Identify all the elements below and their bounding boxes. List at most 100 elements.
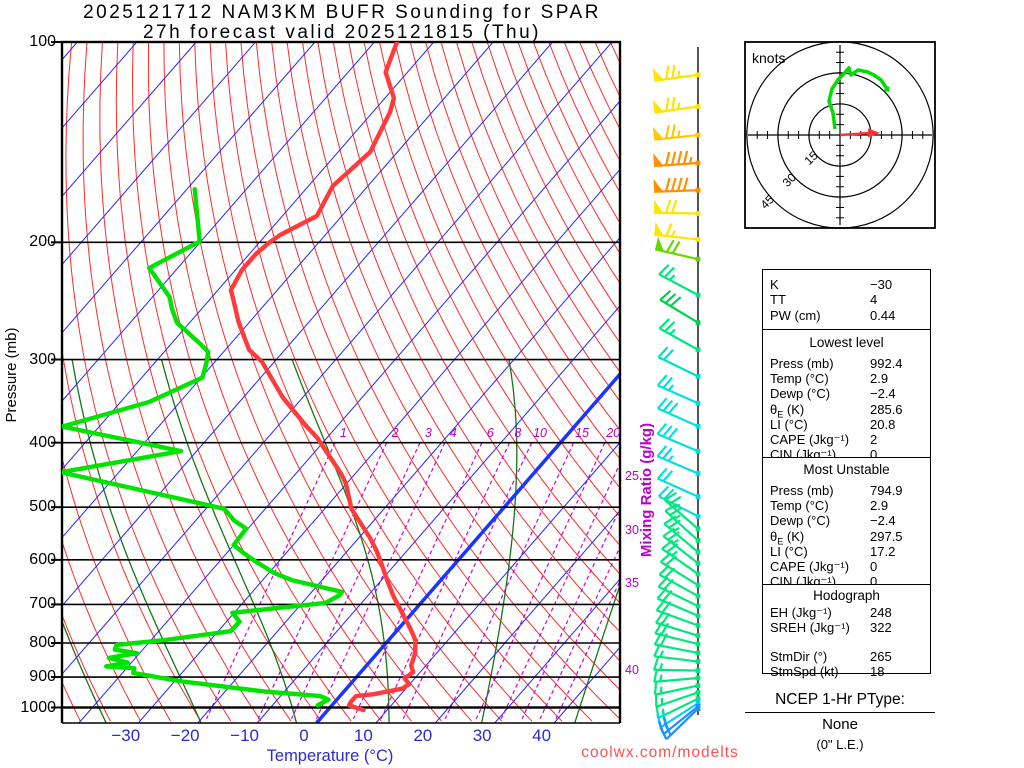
stat-label: LI (°C) (770, 416, 808, 432)
wind-barb-shaft (665, 707, 699, 741)
isotherm-line (62, 42, 197, 197)
wind-barb-half (677, 102, 681, 110)
pressure-tick-label: 700 (29, 595, 56, 613)
isotherm-line (62, 42, 435, 471)
isotherm-line (62, 42, 553, 607)
wind-barb-shaft (663, 522, 699, 553)
stat-value: 285.6 (870, 401, 903, 417)
page-title-line2: 27h forecast valid 2025121815 (Thu) (142, 22, 542, 43)
stat-label: StmSpd (kt) (770, 664, 839, 680)
stat-value: 2.9 (870, 498, 889, 514)
wind-barb-full (671, 64, 676, 79)
wind-barb-half (673, 514, 681, 520)
wind-barb-full (658, 318, 671, 330)
stats-table-2: Most Unstable Press (mb) 794.9 Temp (°C) 2.9… (762, 457, 931, 590)
pressure-tick-label: 100 (29, 33, 56, 50)
wind-barb-shaft (654, 233, 699, 241)
wind-barb-half (659, 650, 665, 658)
wind-barb-full (665, 65, 670, 80)
storm-motion-arrowhead (868, 128, 881, 138)
wind-barb-full (661, 600, 672, 614)
stat-label: PW (cm) (770, 307, 821, 323)
wind-barb-full (660, 622, 670, 636)
temp-tick-label: −30 (111, 726, 141, 745)
wind-barb-half (688, 156, 693, 164)
wind-barb-full (664, 177, 671, 192)
wind-barb-station (695, 696, 701, 702)
mixing-ratio-right-label: 40 (625, 663, 639, 677)
wind-barb-full (664, 503, 678, 512)
mixing-ratio-tick-label: 20 (605, 426, 620, 440)
wind-barb-shaft (658, 327, 699, 351)
wind-barb-shaft (658, 273, 699, 297)
wind-barb-half (659, 674, 663, 682)
stat-value: 0 (870, 574, 878, 590)
wind-barb-flag (652, 68, 664, 81)
isotherm-line (62, 42, 316, 334)
dry-adiabat-line (348, 42, 620, 575)
wind-barb-station (695, 571, 701, 577)
wind-barb-full (664, 199, 672, 214)
dry-adiabat-line (240, 42, 563, 722)
isotherm-line (434, 509, 620, 723)
pressure-tick-label: 500 (29, 498, 56, 516)
wind-barb-full (663, 722, 672, 736)
wind-barb-full (659, 726, 668, 740)
stat-value: 265 (870, 649, 892, 665)
mixing-ratio-tick-label: 3 (425, 426, 432, 440)
stat-value: 0.44 (870, 307, 896, 323)
wind-barb-full (655, 598, 666, 612)
mixing-ratio-tick-label: 15 (575, 426, 589, 440)
temp-tick-label: 0 (299, 726, 309, 745)
mixing-ratio-tick-label: 10 (533, 426, 547, 440)
stat-label: Dewp (°C) (770, 386, 831, 402)
wind-barb-full (670, 177, 677, 192)
ptype-value: None (822, 716, 858, 733)
wind-barb-half (658, 663, 664, 671)
dry-adiabat-line (363, 42, 620, 547)
wind-barb-full (676, 150, 683, 165)
stat-value: 2 (870, 432, 878, 447)
wind-barb-flag (653, 153, 664, 167)
wind-barb-shaft (654, 105, 699, 114)
wind-barb-full (663, 488, 675, 500)
stat-value: 794.9 (870, 483, 903, 498)
stat-row: LI (°C) 20.8 (763, 417, 930, 432)
isotherm-zero-line (315, 371, 620, 723)
wind-barb-half (668, 274, 676, 281)
wind-barb-full (665, 124, 670, 139)
watermark-link[interactable]: coolwx.com/modelts (581, 744, 739, 761)
wind-barb-full (665, 151, 671, 166)
wind-barb-shaft (656, 691, 699, 708)
wind-barb-full (663, 266, 675, 278)
wind-barb-flag (652, 99, 664, 113)
wind-barb-full (664, 567, 676, 579)
wind-barb-full (669, 296, 682, 307)
wind-barb-full (658, 263, 670, 276)
wind-barb-half (677, 130, 681, 138)
wind-barb-full (663, 349, 674, 361)
dry-adiabat-line (379, 42, 620, 518)
stat-label: Temp (°C) (770, 371, 829, 387)
wind-barb-shaft (655, 621, 699, 637)
stat-row: SREH (Jkg⁻¹) 322 (763, 620, 930, 635)
stat-value: 0 (870, 447, 878, 463)
dry-adiabat-line (394, 42, 620, 489)
stat-row: θE (K) 297.5 (763, 529, 930, 547)
hodograph-trace-end (884, 86, 890, 92)
wind-barb-station (695, 237, 701, 242)
wind-barb-full (665, 223, 673, 237)
wind-barb-shaft (654, 655, 699, 663)
stat-label: Dewp (°C) (770, 513, 831, 529)
mixing-ratio-tick-label: 4 (450, 426, 457, 440)
stats-table-title: Hodograph (813, 588, 880, 603)
dry-adiabat-line (302, 42, 620, 662)
dry-adiabat-line (255, 42, 593, 722)
dry-adiabat-line (62, 613, 111, 722)
hodograph-trace (827, 66, 889, 130)
wind-barb-shaft (657, 433, 699, 453)
wind-barb-flag (652, 126, 664, 140)
pressure-axis-title: Pressure (mb) (3, 327, 20, 422)
wind-barb-shaft (664, 510, 699, 542)
